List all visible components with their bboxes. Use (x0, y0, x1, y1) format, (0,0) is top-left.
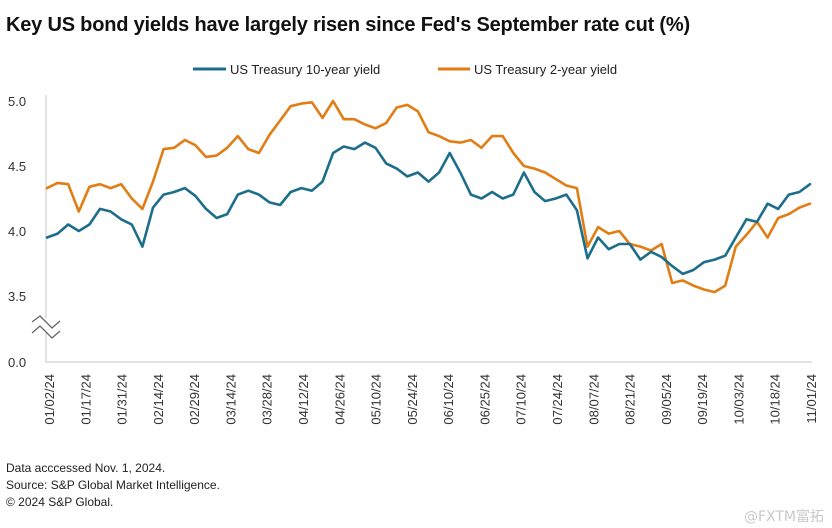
x-tick-label: 05/10/24 (369, 374, 384, 425)
x-tick-label: 01/31/24 (115, 374, 130, 425)
x-tick-label: 08/21/24 (623, 374, 638, 425)
footnote-copyright: © 2024 S&P Global. (6, 495, 114, 509)
x-tick-label: 04/12/24 (296, 374, 311, 425)
x-tick-label: 09/19/24 (695, 374, 710, 425)
x-tick-label: 07/10/24 (514, 374, 529, 425)
x-tick-label: 10/18/24 (768, 374, 783, 425)
y-tick-label: 3.5 (8, 289, 26, 304)
y-tick-label: 0.0 (8, 355, 26, 370)
x-tick-label: 06/10/24 (441, 374, 456, 425)
axes: 5.0 4.5 4.0 3.5 0.0 01/02/24 01/17/24 01/31/24 0… (8, 94, 819, 425)
x-tick-label: 02/29/24 (187, 374, 202, 425)
series-lines (45, 99, 812, 294)
watermark: @FXTM富拓 (743, 509, 824, 525)
x-tick-label: 07/24/24 (550, 374, 565, 425)
axis-break-mark (31, 315, 61, 329)
x-tick-label: 08/07/24 (586, 374, 601, 425)
x-tick-label: 03/14/24 (223, 374, 238, 425)
x-tick-label: 03/28/24 (260, 374, 275, 425)
footnotes: Data acccessed Nov. 1, 2024. Source: S&P… (6, 460, 220, 511)
x-tick-label: 10/03/24 (731, 374, 746, 425)
legend: US Treasury 10-year yield US Treasury 2-… (193, 62, 617, 77)
series-line-10y (45, 141, 812, 276)
y-tick-label: 4.0 (8, 224, 26, 239)
legend-label-2y: US Treasury 2-year yield (474, 62, 617, 77)
y-tick-label: 5.0 (8, 94, 26, 109)
footnote-accessed: Data acccessed Nov. 1, 2024. (6, 461, 166, 475)
x-tick-label: 11/01/24 (804, 374, 819, 424)
x-tick-label: 02/14/24 (151, 374, 166, 425)
x-tick-label: 05/24/24 (405, 374, 420, 425)
x-tick-label: 09/05/24 (659, 374, 674, 425)
axis-break-mark (31, 325, 61, 339)
y-tick-label: 4.5 (8, 159, 26, 174)
series-line-2y (45, 99, 812, 294)
x-tick-label: 06/25/24 (477, 374, 492, 425)
legend-label-10y: US Treasury 10-year yield (230, 62, 380, 77)
chart-title: Key US bond yields have largely risen si… (6, 14, 690, 36)
footnote-source: Source: S&P Global Market Intelligence. (6, 478, 220, 492)
x-tick-label: 01/17/24 (78, 374, 93, 425)
x-tick-label: 04/26/24 (332, 374, 347, 425)
x-tick-label: 01/02/24 (42, 374, 57, 425)
